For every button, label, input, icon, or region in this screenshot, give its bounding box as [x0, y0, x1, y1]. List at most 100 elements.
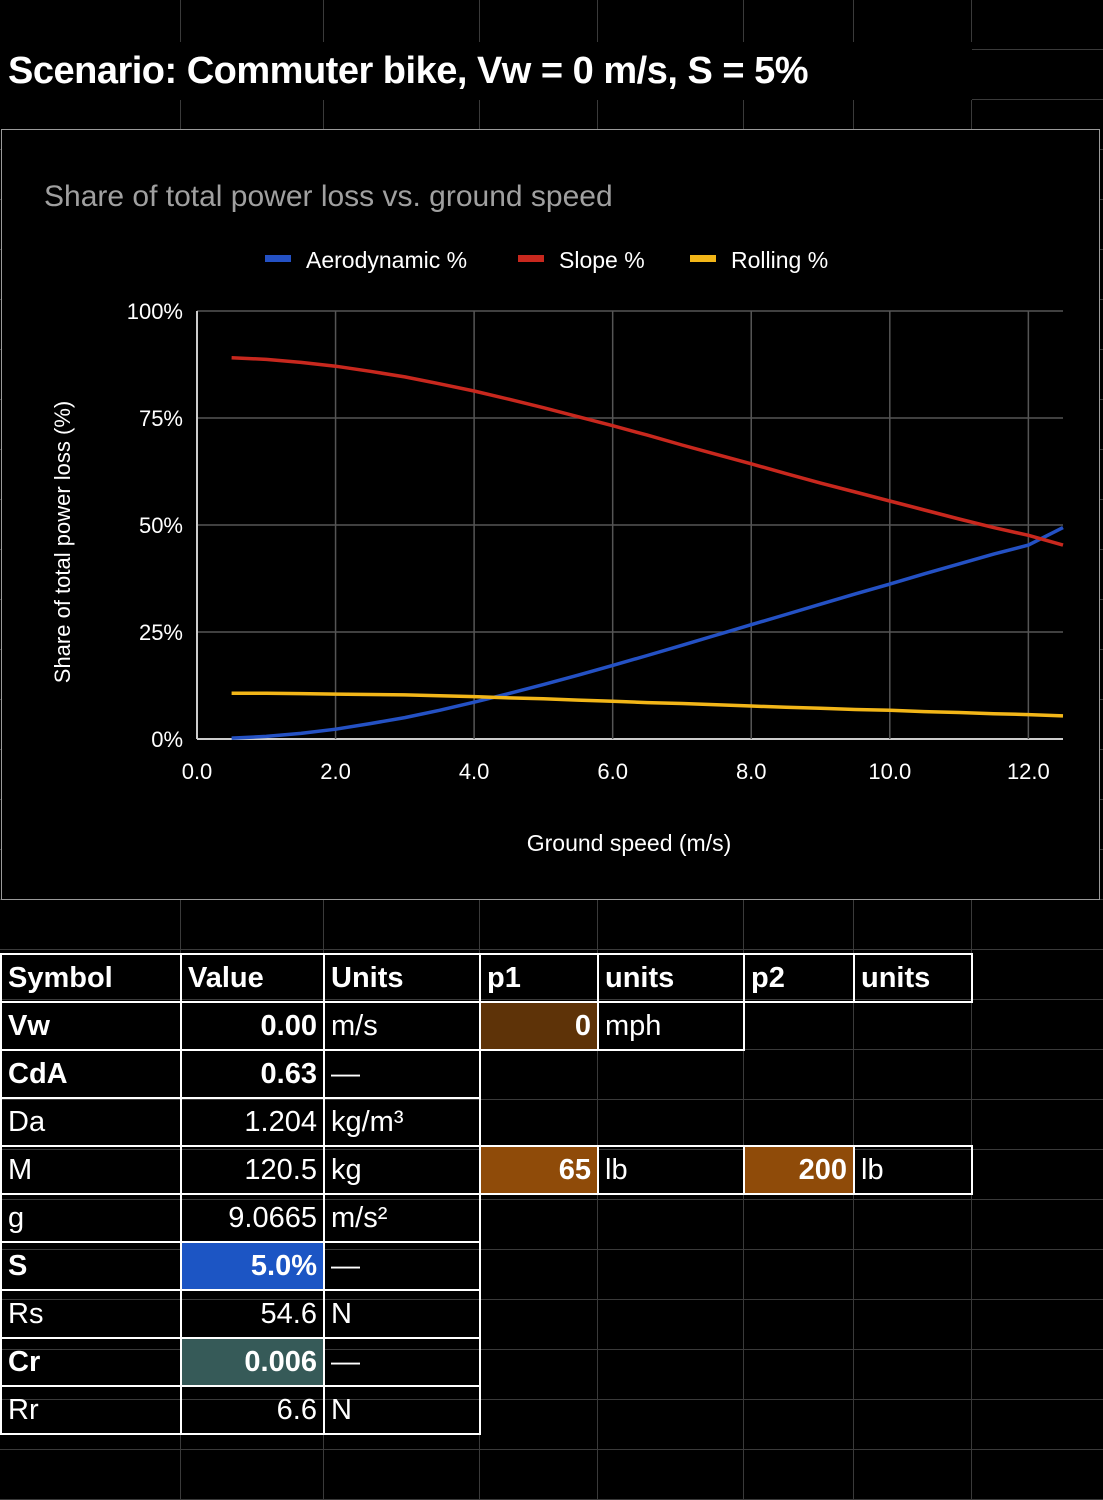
cell-empty[interactable]: [480, 1242, 598, 1290]
cell-p2-units[interactable]: lb: [853, 1145, 973, 1195]
cell-empty[interactable]: [854, 1050, 972, 1098]
cell-units[interactable]: kg/m³: [323, 1097, 481, 1147]
y-axis-ticks: 0% 25% 50% 75% 100%: [127, 299, 183, 752]
cell-empty[interactable]: [854, 1098, 972, 1146]
chart-series: [231, 355, 1064, 740]
header-symbol[interactable]: Symbol: [0, 953, 182, 1003]
cell-value[interactable]: 0.63: [180, 1049, 325, 1099]
cell-p1[interactable]: 65: [479, 1145, 599, 1195]
cell-symbol[interactable]: Vw: [0, 1001, 182, 1051]
header-p2-units[interactable]: units: [853, 953, 973, 1003]
header-value[interactable]: Value: [180, 953, 325, 1003]
header-p2[interactable]: p2: [743, 953, 855, 1003]
chart-title: Share of total power loss vs. ground spe…: [44, 180, 613, 213]
cell-empty[interactable]: [598, 1242, 744, 1290]
cell-symbol[interactable]: g: [0, 1193, 182, 1243]
x-tick-label: 12.0: [1007, 759, 1050, 784]
legend: Aerodynamic % Slope % Rolling %: [265, 247, 828, 273]
cell-units[interactable]: N: [323, 1385, 481, 1435]
x-tick-label: 2.0: [320, 759, 351, 784]
cell-empty[interactable]: [598, 1386, 744, 1434]
cell-empty[interactable]: [598, 1098, 744, 1146]
cell-empty[interactable]: [480, 1194, 598, 1242]
cell-empty[interactable]: [480, 1050, 598, 1098]
chart-gridlines: [196, 310, 1063, 740]
cell-value[interactable]: 5.0%: [180, 1241, 325, 1291]
cell-value[interactable]: 9.0665: [180, 1193, 325, 1243]
cell-empty[interactable]: [480, 1386, 598, 1434]
y-tick-label: 100%: [127, 299, 183, 324]
x-tick-label: 0.0: [182, 759, 213, 784]
cell-empty[interactable]: [744, 1242, 854, 1290]
table-row-rr: Rr 6.6 N: [0, 1385, 972, 1435]
cell-symbol[interactable]: Rs: [0, 1289, 182, 1339]
cell-empty[interactable]: [598, 1290, 744, 1338]
table-row-vw: Vw 0.00 m/s 0 mph: [0, 1001, 972, 1051]
cell-symbol[interactable]: M: [0, 1145, 182, 1195]
chart-panel[interactable]: Share of total power loss vs. ground spe…: [1, 129, 1100, 900]
x-tick-label: 10.0: [868, 759, 911, 784]
cell-empty[interactable]: [854, 1386, 972, 1434]
header-p1[interactable]: p1: [479, 953, 599, 1003]
header-p1-units[interactable]: units: [597, 953, 745, 1003]
cell-empty[interactable]: [854, 1242, 972, 1290]
cell-empty[interactable]: [744, 1002, 854, 1050]
header-units[interactable]: Units: [323, 953, 481, 1003]
cell-empty[interactable]: [744, 1338, 854, 1386]
cell-value[interactable]: 6.6: [180, 1385, 325, 1435]
table-row-s: S 5.0% —: [0, 1241, 972, 1291]
series-slope-line: [231, 355, 1064, 547]
cell-p1-units[interactable]: mph: [597, 1001, 745, 1051]
cell-empty[interactable]: [744, 1386, 854, 1434]
cell-units[interactable]: m/s²: [323, 1193, 481, 1243]
cell-value[interactable]: 0.006: [180, 1337, 325, 1387]
x-axis-label: Ground speed (m/s): [527, 830, 732, 856]
cell-p1-units[interactable]: lb: [597, 1145, 745, 1195]
cell-value[interactable]: 54.6: [180, 1289, 325, 1339]
cell-units[interactable]: —: [323, 1337, 481, 1387]
cell-value[interactable]: 120.5: [180, 1145, 325, 1195]
cell-symbol[interactable]: Rr: [0, 1385, 182, 1435]
cell-empty[interactable]: [744, 1290, 854, 1338]
cell-symbol[interactable]: Cr: [0, 1337, 182, 1387]
x-tick-label: 4.0: [459, 759, 490, 784]
cell-empty[interactable]: [598, 1338, 744, 1386]
cell-p1[interactable]: 0: [479, 1001, 599, 1051]
cell-empty[interactable]: [854, 1002, 972, 1050]
table-header-row: Symbol Value Units p1 units p2 units: [0, 953, 973, 1003]
cell-units[interactable]: —: [323, 1049, 481, 1099]
x-tick-label: 6.0: [597, 759, 628, 784]
legend-swatch-rolling: [690, 255, 716, 262]
cell-empty[interactable]: [480, 1098, 598, 1146]
cell-p2[interactable]: 200: [743, 1145, 855, 1195]
cell-empty[interactable]: [480, 1290, 598, 1338]
cell-empty[interactable]: [744, 1050, 854, 1098]
cell-empty[interactable]: [480, 1338, 598, 1386]
cell-empty[interactable]: [854, 1290, 972, 1338]
y-tick-label: 25%: [139, 620, 183, 645]
table-row-g: g 9.0665 m/s²: [0, 1193, 972, 1243]
cell-symbol[interactable]: S: [0, 1241, 182, 1291]
x-axis-ticks: 0.0 2.0 4.0 6.0 8.0 10.0 12.0: [182, 759, 1050, 784]
cell-units[interactable]: N: [323, 1289, 481, 1339]
cell-value[interactable]: 0.00: [180, 1001, 325, 1051]
legend-label-slope: Slope %: [559, 247, 645, 273]
cell-symbol[interactable]: Da: [0, 1097, 182, 1147]
cell-symbol[interactable]: CdA: [0, 1049, 182, 1099]
y-tick-label: 50%: [139, 513, 183, 538]
cell-empty[interactable]: [744, 1098, 854, 1146]
series-rolling-line: [231, 691, 1064, 718]
cell-value[interactable]: 1.204: [180, 1097, 325, 1147]
cell-units[interactable]: kg: [323, 1145, 481, 1195]
table-row-cda: CdA 0.63 —: [0, 1049, 972, 1099]
cell-units[interactable]: —: [323, 1241, 481, 1291]
cell-empty[interactable]: [598, 1050, 744, 1098]
cell-empty[interactable]: [598, 1194, 744, 1242]
scenario-title[interactable]: Scenario: Commuter bike, Vw = 0 m/s, S =…: [0, 42, 972, 100]
y-axis-label: Share of total power loss (%): [50, 401, 75, 683]
table-row-rs: Rs 54.6 N: [0, 1289, 972, 1339]
cell-empty[interactable]: [854, 1338, 972, 1386]
cell-empty[interactable]: [854, 1194, 972, 1242]
cell-units[interactable]: m/s: [323, 1001, 481, 1051]
cell-empty[interactable]: [744, 1194, 854, 1242]
